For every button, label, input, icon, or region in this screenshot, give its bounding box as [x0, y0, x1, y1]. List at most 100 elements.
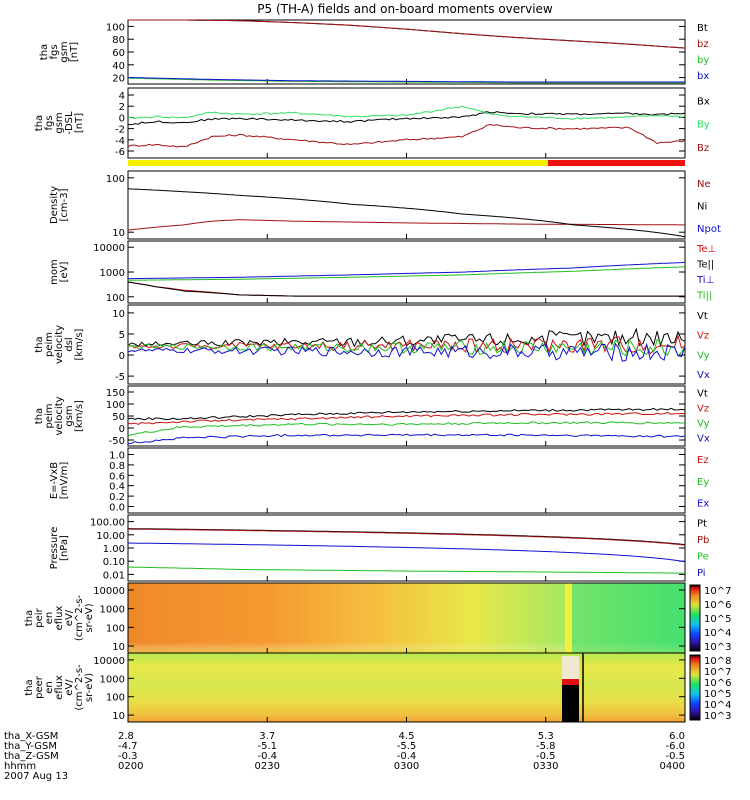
- mode-bar-fast: [548, 160, 685, 166]
- y-tick-label: 1.00: [103, 544, 125, 555]
- y-axis-label: Density: [49, 186, 60, 224]
- panel-fgs_gsm: 100 80 60 40 20 tha fgs gsm [nT] Bt bz by bx: [39, 19, 709, 85]
- y-axis-label: [km/s]: [74, 328, 85, 360]
- y-tick-label: 1000: [100, 605, 125, 616]
- colorbar-tick-label: 10^7: [704, 586, 731, 597]
- footer-value: 0230: [255, 761, 280, 772]
- legend-entry: Vz: [697, 331, 709, 342]
- legend-entry: Vy: [697, 419, 710, 430]
- series-line-vx: [127, 342, 686, 362]
- y-tick-label: 1000: [100, 674, 125, 685]
- panel-pressure: 100.00 10.00 1.00 0.10 0.01 Pressure [nPa] Pt Pb…: [49, 514, 709, 582]
- panel-frame: [127, 240, 686, 304]
- panel-density: 100 10 Density [cm-3] Ne Ni Npot: [49, 170, 721, 240]
- y-tick-label: 0: [119, 351, 125, 362]
- y-tick-label: 60: [112, 48, 125, 59]
- legend-entry: Ti⊥: [696, 275, 714, 286]
- y-tick-label: 10000: [93, 243, 125, 254]
- series-line-vz: [127, 411, 686, 425]
- footer-row-label: tha_X-GSM: [4, 731, 58, 742]
- panel-fgs_dsl: 420-2-4-6 tha fgs gsm -DSL [nT] Bx By Bz: [34, 87, 710, 159]
- footer-value: 2.8: [118, 731, 134, 742]
- panel-frame: [127, 170, 686, 240]
- y-tick-label: -50: [109, 436, 125, 447]
- legend-entry: Vt: [697, 311, 708, 322]
- y-tick-label: 80: [112, 35, 125, 46]
- legend-entry: by: [697, 55, 709, 66]
- panel-peir: 10000 1000 100 10 tha peir en eflux eV/(cm^2-s-s…: [24, 582, 731, 654]
- y-tick-label: -4: [115, 136, 125, 147]
- y-axis-label: eflux: [54, 606, 65, 631]
- legend-entry: Vz: [697, 404, 709, 415]
- y-axis-label: tha: [24, 679, 35, 695]
- colorbar-tick-label: 10^6: [704, 678, 731, 689]
- y-axis-label: en: [44, 681, 55, 694]
- legend-entry: Bz: [697, 143, 709, 154]
- y-axis-label: tha: [34, 408, 45, 424]
- footer-value: 0400: [660, 761, 685, 772]
- series-line-bx: [127, 77, 685, 83]
- footer-value: 3.7: [259, 731, 275, 742]
- legend-entry: Npot: [697, 224, 721, 235]
- y-axis-label: [eV]: [59, 262, 70, 283]
- legend-entry: Bx: [697, 96, 710, 107]
- legend-entry: Bt: [697, 23, 708, 34]
- y-axis-label: velocity: [54, 396, 65, 435]
- legend-entry: Vx: [697, 370, 710, 381]
- y-tick-label: 0.8: [109, 461, 125, 472]
- y-tick-label: 5: [119, 330, 125, 341]
- legend-entry: Pb: [697, 535, 709, 546]
- y-tick-label: 20: [112, 74, 125, 85]
- y-tick-label: 10: [112, 228, 125, 239]
- legend-entry: Pe: [697, 552, 709, 563]
- y-tick-label: 100: [106, 693, 125, 704]
- series-line-ne: [127, 219, 685, 231]
- panel-mom: 10000 1000 100 mom [eV] Te⊥ Te|| Ti⊥ Ti||: [49, 240, 716, 304]
- y-axis-label: tha: [39, 44, 50, 60]
- peir-fast-region: [572, 583, 685, 653]
- footer-row-label: tha_Y-GSM: [4, 741, 57, 752]
- y-axis-label: en: [44, 612, 55, 625]
- colorbar: [689, 654, 701, 721]
- series-line-bz: [127, 124, 686, 148]
- y-axis-label: -DSL: [64, 111, 75, 135]
- y-axis-label: mom: [49, 259, 60, 285]
- footer-row-label: tha_Z-GSM: [4, 751, 59, 762]
- y-axis-label: sr-eV): [84, 603, 95, 632]
- legend-entry: Vx: [697, 434, 710, 445]
- series-line-ti: [128, 266, 686, 281]
- y-axis-label: [nT]: [74, 113, 85, 133]
- panel-peer: 10000 1000 100 10 tha peer en eflux eV/(cm^2-s-s…: [24, 652, 731, 723]
- y-tick-label: 40: [112, 61, 125, 72]
- legend-entry: Ez: [697, 455, 709, 466]
- legend-entry: Vt: [697, 389, 708, 400]
- y-axis-label: (cm^2-s-: [74, 594, 85, 641]
- colorbar-tick-label: 10^3: [704, 711, 731, 722]
- legend-entry: bz: [697, 39, 709, 50]
- series-line-bz: [128, 19, 686, 49]
- y-axis-label: dsl: [64, 337, 75, 351]
- footer-value: -4.7: [118, 741, 138, 752]
- y-tick-label: 100: [106, 400, 125, 411]
- colorbar-tick-label: 10^7: [704, 667, 731, 678]
- y-tick-label: 10.00: [96, 531, 125, 542]
- panel-vel_dsl: 10 5 0 -5 tha peim velocity dsl [km/s] Vt Vz Vy Vx: [34, 304, 710, 385]
- y-tick-label: 10000: [93, 586, 125, 597]
- series-line-vz: [127, 334, 686, 355]
- footer-value: -0.5: [665, 751, 685, 762]
- y-tick-label: 100: [106, 174, 125, 185]
- footer-value: 0330: [533, 761, 558, 772]
- peir-gap: [565, 583, 572, 653]
- series-line-pt: [128, 528, 686, 546]
- series-line-by: [127, 77, 685, 84]
- y-axis-label: fgs: [44, 115, 55, 130]
- panel-frame: [127, 385, 686, 447]
- y-tick-label: 1.0: [109, 451, 125, 462]
- y-tick-label: 10: [112, 309, 125, 320]
- footer-value: -5.1: [257, 741, 277, 752]
- y-tick-label: -5: [115, 372, 125, 383]
- legend-entry: Vy: [697, 350, 710, 361]
- mode-bar-slow: [128, 160, 548, 166]
